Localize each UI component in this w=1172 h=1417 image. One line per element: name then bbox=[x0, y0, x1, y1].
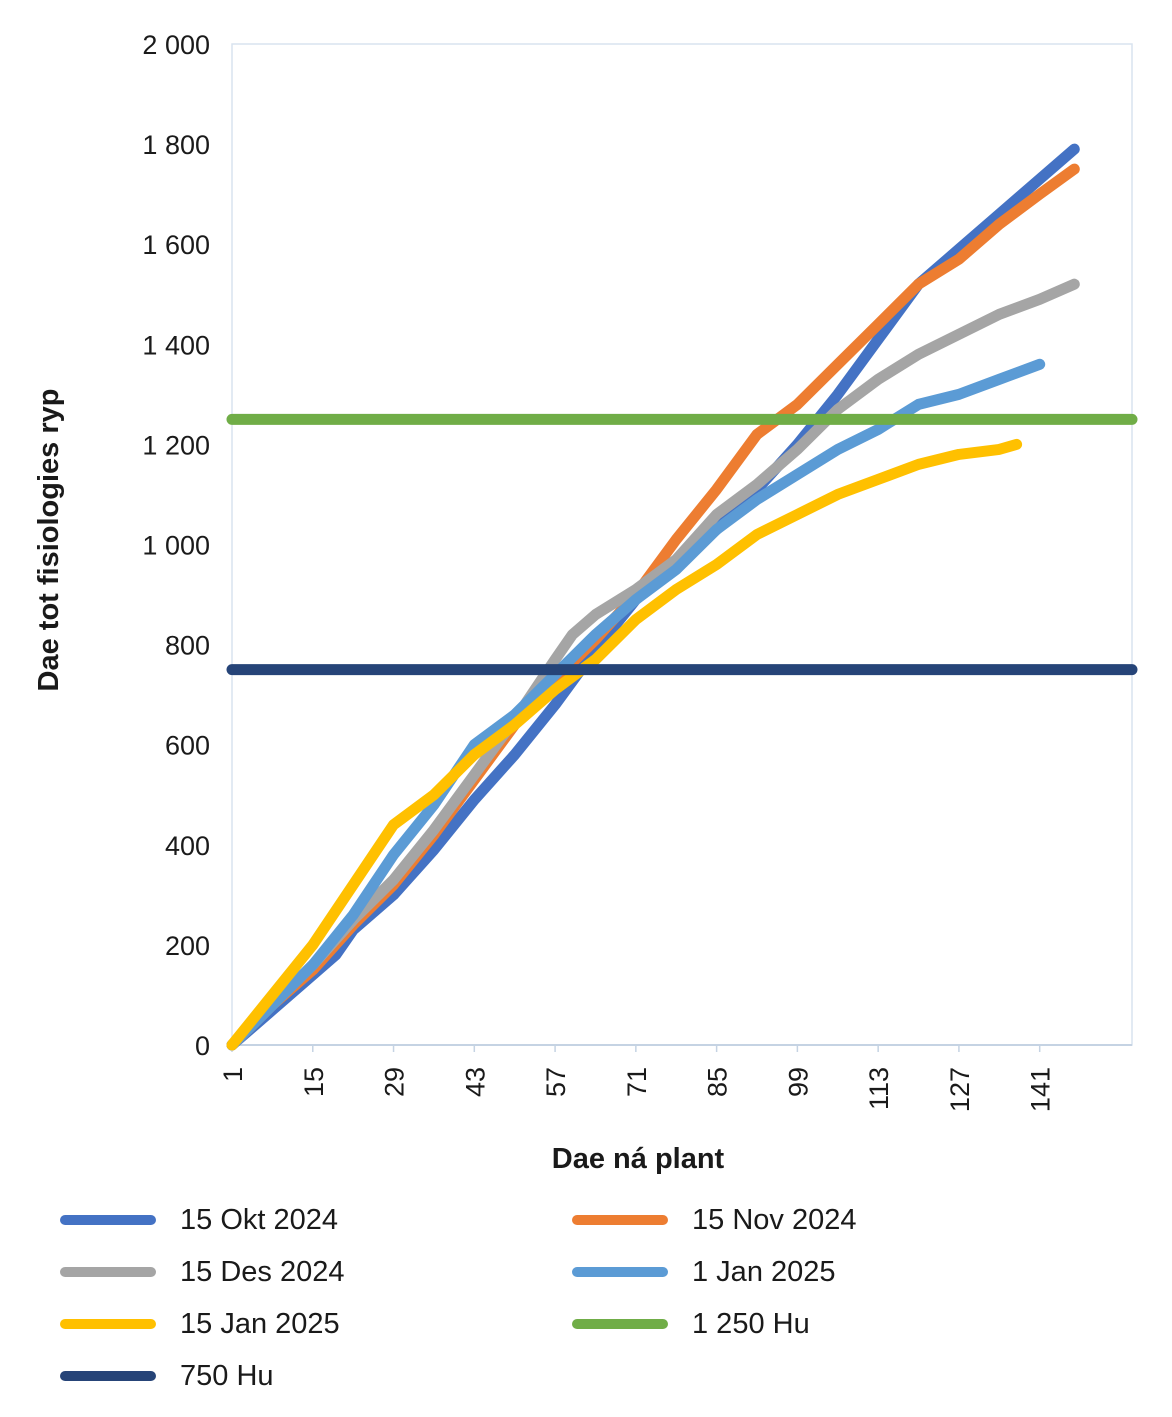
y-axis-ticks: 0 200 400 600 800 1 000 1 200 1 400 1 600 1 800 2 … bbox=[142, 30, 210, 1061]
x-tick-label: 85 bbox=[703, 1067, 733, 1097]
x-tick-label: 99 bbox=[783, 1067, 813, 1097]
y-tick-label: 600 bbox=[165, 731, 210, 761]
legend-item: 15 Des 2024 bbox=[60, 1252, 344, 1292]
x-tick-label: 127 bbox=[945, 1067, 975, 1112]
legend-item: 1 Jan 2025 bbox=[572, 1252, 836, 1292]
legend-label: 15 Des 2024 bbox=[180, 1255, 345, 1288]
legend-swatch bbox=[572, 1267, 668, 1277]
legend-label: 1 Jan 2025 bbox=[692, 1255, 836, 1288]
y-tick-label: 1 800 bbox=[142, 130, 210, 160]
line-chart: 0 200 400 600 800 1 000 1 200 1 400 1 600 1 800 2 … bbox=[33, 30, 1138, 1175]
series-line-3 bbox=[226, 358, 1046, 1051]
y-axis-title: Dae tot fisiologies ryp bbox=[33, 389, 65, 692]
legend-swatch bbox=[60, 1215, 156, 1225]
legend-swatch bbox=[60, 1319, 156, 1329]
x-tick-label: 15 bbox=[299, 1067, 329, 1097]
x-tick-label: 1 bbox=[218, 1067, 248, 1082]
legend-item: 15 Okt 2024 bbox=[60, 1200, 338, 1240]
x-tick-label: 57 bbox=[541, 1067, 571, 1097]
series-line-4 bbox=[226, 438, 1023, 1051]
plot-frame bbox=[231, 43, 1133, 1046]
y-tick-label: 0 bbox=[195, 1031, 210, 1061]
x-tick-label: 141 bbox=[1026, 1067, 1056, 1112]
x-axis-title: Dae ná plant bbox=[552, 1143, 725, 1175]
x-tick-label: 113 bbox=[864, 1067, 894, 1110]
legend-label: 1 250 Hu bbox=[692, 1307, 810, 1340]
legend-label: 15 Okt 2024 bbox=[180, 1203, 338, 1236]
x-tick-label: 29 bbox=[380, 1067, 410, 1097]
y-tick-label: 800 bbox=[165, 631, 210, 661]
y-tick-label: 200 bbox=[165, 931, 210, 961]
legend-item: 15 Nov 2024 bbox=[572, 1200, 856, 1240]
y-tick-label: 1 400 bbox=[142, 330, 210, 360]
legend-item: 15 Jan 2025 bbox=[60, 1304, 340, 1344]
legend-swatch bbox=[60, 1267, 156, 1277]
x-tick-label: 71 bbox=[622, 1067, 652, 1097]
y-tick-label: 400 bbox=[165, 831, 210, 861]
x-tick-label: 43 bbox=[460, 1067, 490, 1097]
y-tick-label: 1 200 bbox=[142, 430, 210, 460]
legend-item: 1 250 Hu bbox=[572, 1304, 810, 1344]
legend-label: 15 Jan 2025 bbox=[180, 1307, 340, 1340]
legend-item: 750 Hu bbox=[60, 1356, 274, 1396]
series-line-2 bbox=[226, 278, 1080, 1051]
y-tick-label: 1 600 bbox=[142, 230, 210, 260]
legend-label: 15 Nov 2024 bbox=[692, 1203, 857, 1236]
series-lines bbox=[226, 143, 1138, 1051]
legend-swatch bbox=[572, 1215, 668, 1225]
legend-swatch bbox=[60, 1371, 156, 1381]
x-axis-ticks: 1 15 29 43 57 71 85 99 113 127 141 bbox=[218, 1045, 1056, 1112]
y-tick-label: 1 000 bbox=[142, 531, 210, 561]
y-tick-label: 2 000 bbox=[142, 30, 210, 60]
legend-label: 750 Hu bbox=[180, 1359, 274, 1392]
legend-swatch bbox=[572, 1319, 668, 1329]
